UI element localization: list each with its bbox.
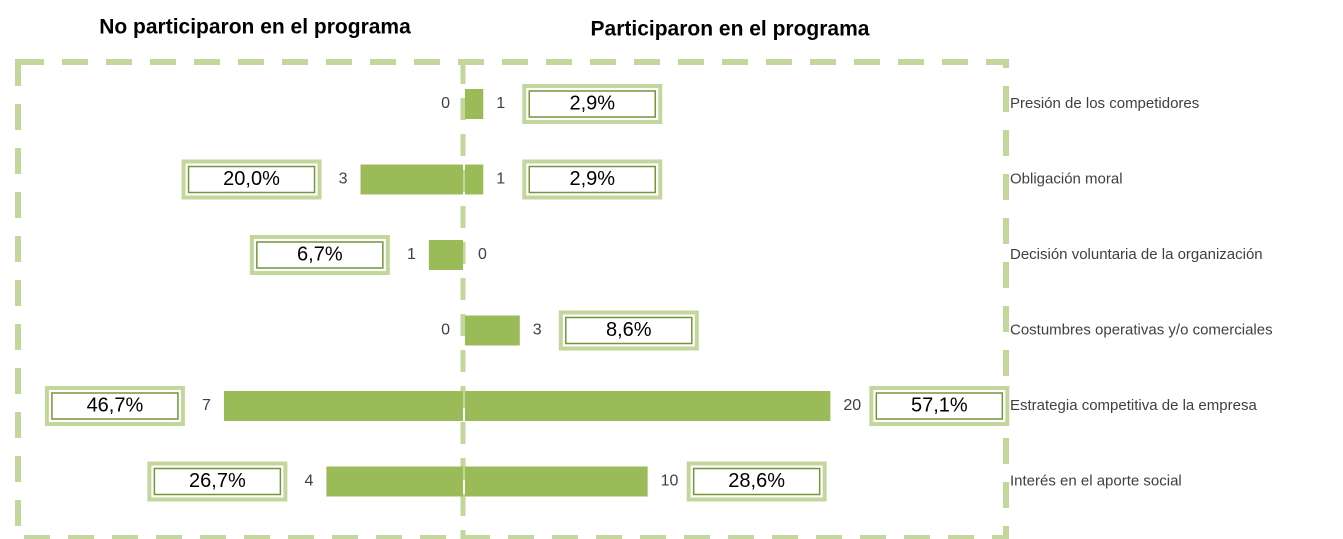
- count-label: 10: [661, 473, 679, 490]
- share-label: 26,7%: [189, 470, 246, 492]
- share-box-inner: [528, 165, 657, 194]
- count-label: 0: [441, 322, 450, 339]
- right-title: Participaron en el programa: [591, 18, 870, 41]
- share-label: 2,9%: [569, 168, 615, 190]
- share-label: 8,6%: [606, 319, 652, 341]
- category-label: Estrategia competitiva de la empresa: [1010, 397, 1257, 414]
- share-label: 57,1%: [911, 394, 968, 416]
- plot-frame: [15, 59, 1009, 539]
- share-label: 28,6%: [728, 470, 785, 492]
- count-label: 1: [496, 171, 505, 188]
- category-label: Decisión voluntaria de la organización: [1010, 246, 1263, 263]
- count-label: 4: [304, 473, 313, 490]
- bar: [360, 164, 463, 195]
- share-box-inner: [51, 392, 179, 420]
- share-box-inner: [153, 467, 282, 496]
- bar: [465, 89, 484, 119]
- share-label: 46,7%: [87, 394, 144, 416]
- share-box-inner: [875, 392, 1004, 420]
- share-label: 2,9%: [569, 92, 615, 114]
- bar: [465, 164, 484, 195]
- count-label: 3: [533, 322, 542, 339]
- bar: [326, 466, 463, 497]
- bar: [428, 240, 463, 270]
- share-box-inner: [187, 165, 316, 194]
- category-label: Interés en el aporte social: [1010, 472, 1182, 489]
- share-box-inner: [692, 467, 821, 496]
- count-label: 0: [441, 95, 450, 112]
- share-label: 20,0%: [223, 168, 280, 190]
- count-label: 0: [478, 246, 487, 263]
- bar: [223, 391, 463, 421]
- left-title: No participaron en el programa: [99, 16, 411, 39]
- category-label: Presión de los competidores: [1010, 95, 1199, 112]
- count-label: 1: [496, 95, 505, 112]
- category-label: Costumbres operativas y/o comerciales: [1010, 321, 1273, 338]
- share-box-inner: [565, 316, 693, 345]
- category-label: Obligación moral: [1010, 170, 1123, 187]
- bar: [465, 466, 648, 497]
- bar: [465, 315, 520, 346]
- share-box-inner: [528, 90, 657, 118]
- share-label: 6,7%: [297, 243, 343, 265]
- count-label: 3: [339, 171, 348, 188]
- count-label: 20: [843, 397, 861, 414]
- count-label: 7: [202, 397, 211, 414]
- bar: [465, 391, 831, 421]
- count-label: 1: [407, 246, 416, 263]
- share-box-inner: [256, 241, 384, 269]
